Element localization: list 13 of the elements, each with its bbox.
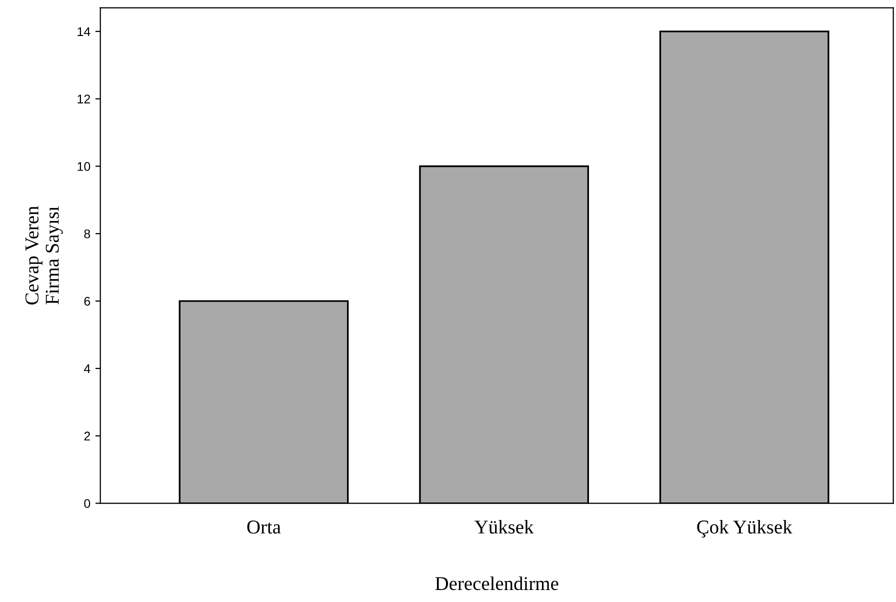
y-tick-label: 12: [78, 94, 90, 104]
y-tick-label: 4: [84, 364, 90, 373]
y-axis-title: Cevap Veren Firma Sayısı: [25, 206, 63, 305]
y-tick-label: 0: [84, 499, 90, 508]
y-tick-label: 6: [84, 296, 90, 306]
y-tick-label: 8: [84, 229, 90, 238]
y-tick-label: 2: [84, 432, 90, 440]
y-tick-label: 10: [78, 162, 90, 171]
y-tick-label: 14: [78, 27, 90, 36]
x-axis-title: Derecelendirme: [435, 576, 558, 590]
x-tick-label: Orta: [247, 520, 281, 534]
x-tick-label: Çok Yüksek: [697, 520, 792, 538]
x-tick-label: Yüksek: [474, 520, 534, 534]
